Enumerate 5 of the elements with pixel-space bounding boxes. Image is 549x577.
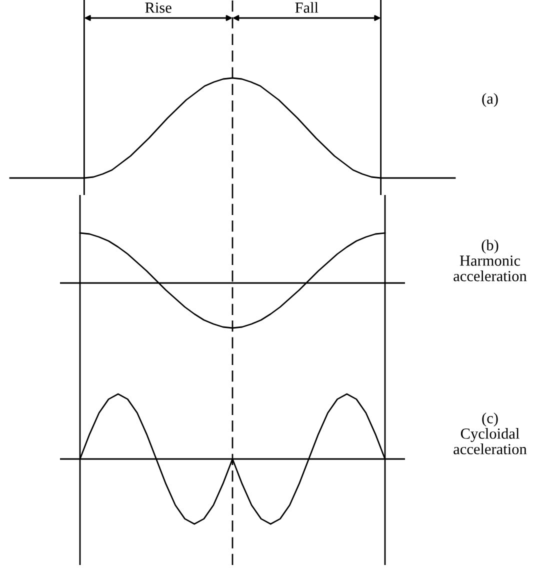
text: (c) Cycloidal acceleration	[454, 412, 527, 454]
text: (b) Harmonic acceleration	[454, 240, 527, 282]
text: Rise	[145, 2, 172, 13]
text: Fall	[295, 2, 318, 13]
text: (a)	[482, 93, 498, 107]
